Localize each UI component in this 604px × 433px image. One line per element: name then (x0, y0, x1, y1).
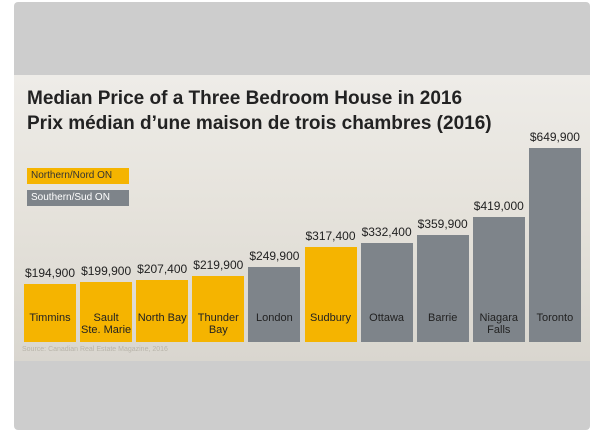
x-tick-label: Niagara Falls (473, 312, 525, 336)
x-tick-label: Thunder Bay (192, 312, 244, 336)
x-tick-label: Barrie (417, 312, 469, 324)
bar (305, 247, 357, 342)
x-tick-label: Sudbury (305, 312, 357, 324)
x-tick-label: Toronto (529, 312, 581, 324)
value-label: $419,000 (464, 199, 534, 213)
chart-subtitle: Prix médian d’une maison de trois chambr… (27, 113, 492, 135)
bar (361, 243, 413, 342)
source: Source: Canadian Real Estate Magazine, 2… (22, 346, 168, 353)
chart-title: Median Price of a Three Bedroom House in… (27, 88, 462, 110)
value-label: $249,900 (239, 249, 309, 263)
x-tick-label: Sault Ste. Marie (80, 312, 132, 336)
x-tick-label: Timmins (24, 312, 76, 324)
page: Median Price of a Three Bedroom House in… (0, 0, 604, 433)
bar (248, 267, 300, 342)
value-label: $359,900 (408, 217, 478, 231)
legend-item: Northern/Nord ON (27, 168, 129, 184)
bar (417, 235, 469, 342)
x-tick-label: North Bay (136, 312, 188, 324)
legend-item: Southern/Sud ON (27, 190, 129, 206)
x-tick-label: London (248, 312, 300, 324)
x-tick-label: Ottawa (361, 312, 413, 324)
value-label: $649,900 (520, 130, 590, 144)
